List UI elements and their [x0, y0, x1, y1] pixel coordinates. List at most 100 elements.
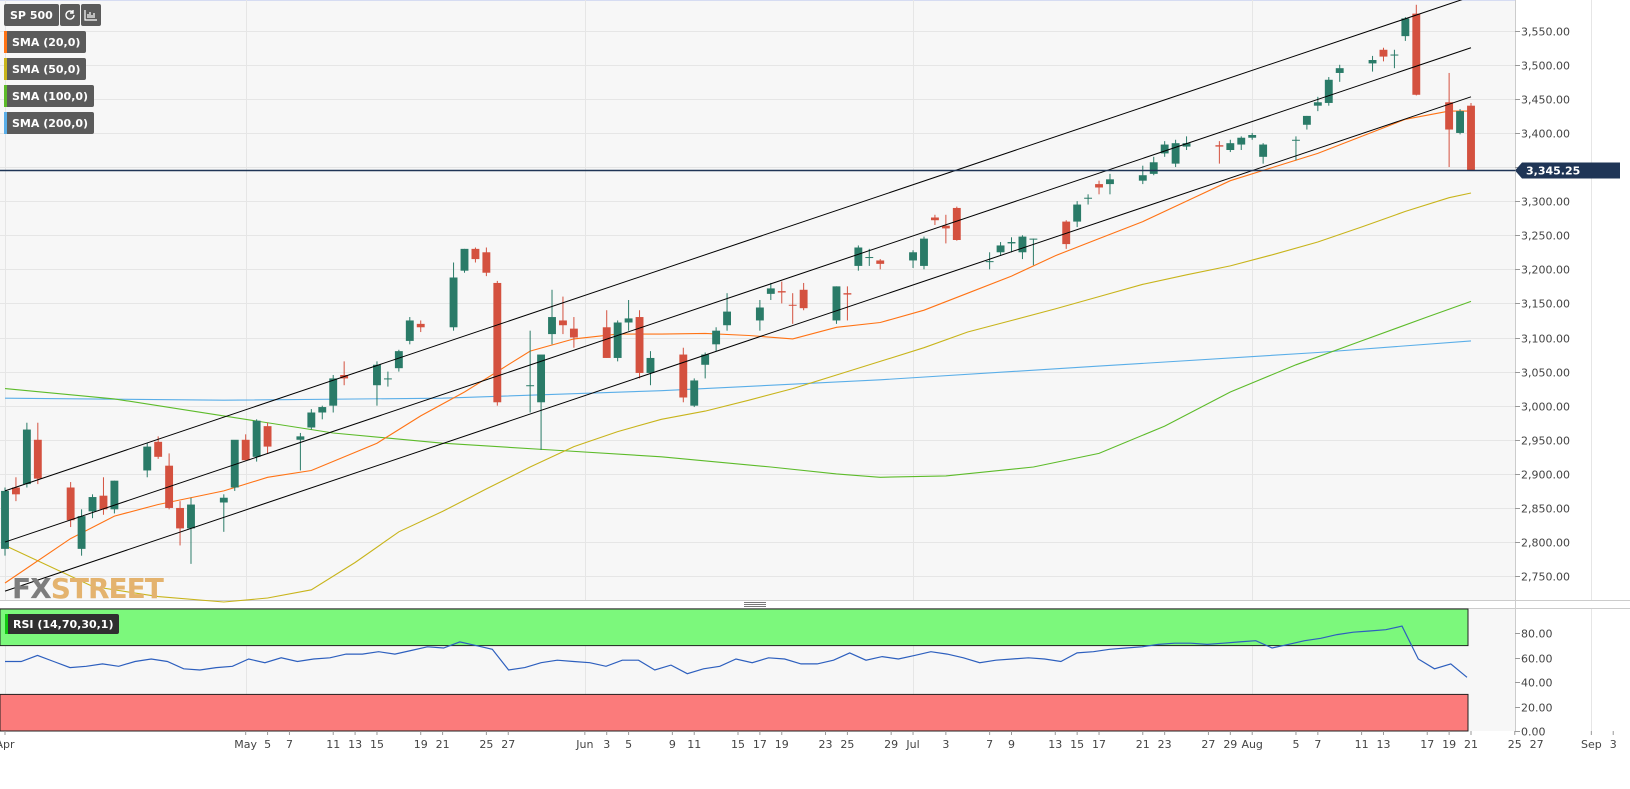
candle-up: [1, 490, 9, 549]
y-tick-label: 3,300.00: [1521, 196, 1570, 209]
candle-up: [1390, 54, 1399, 56]
rsi-line: [5, 625, 1468, 678]
sma-50-line: [4, 192, 1472, 603]
y-tick-label: 3,100.00: [1521, 333, 1570, 346]
sma-100-line: [4, 300, 1472, 478]
y-tick-label: 2,750.00: [1521, 571, 1570, 584]
y-tick-label: 3,200.00: [1521, 264, 1570, 277]
x-tick-label: 25: [479, 738, 493, 751]
candle-down: [471, 248, 480, 260]
x-tick-label: 21: [1464, 738, 1478, 751]
rsi-tick-label: 40.00: [1521, 677, 1553, 690]
candle-down: [33, 439, 42, 479]
candle-down: [176, 507, 184, 529]
logo-part-street: STREET: [50, 572, 164, 605]
rsi-legend[interactable]: RSI (14,70,30,1): [5, 614, 120, 634]
candle-up: [985, 261, 994, 263]
x-tick-label: 13: [1048, 738, 1062, 751]
symbol-label[interactable]: SP 500: [4, 4, 59, 26]
sma-200-label: SMA (200,0): [12, 116, 89, 130]
candle-down: [679, 354, 688, 398]
candle-up: [1324, 79, 1333, 103]
candle-up: [296, 436, 305, 440]
candle-down: [843, 293, 852, 295]
candle-down: [559, 320, 567, 326]
candle-down: [1412, 13, 1421, 95]
y-tick-label: 3,550.00: [1521, 26, 1570, 39]
indicators-icon[interactable]: [80, 4, 101, 26]
candle-down: [263, 426, 272, 447]
x-tick-label: 19: [414, 738, 428, 751]
candle-up: [537, 354, 546, 403]
candle-up: [832, 286, 841, 321]
candle-up: [755, 307, 764, 321]
candle-up: [548, 317, 556, 335]
candle-up: [460, 248, 469, 271]
candle-up: [383, 378, 392, 380]
pane-resize-handle[interactable]: [744, 602, 766, 608]
price-axis-background: [1515, 0, 1630, 600]
candle-up: [1401, 18, 1410, 37]
candle-up: [865, 257, 874, 259]
candle-up: [187, 504, 195, 529]
y-tick-label: 2,900.00: [1521, 469, 1570, 482]
x-tick-label: 27: [1201, 738, 1215, 751]
candle-up: [1302, 115, 1311, 125]
candle-down: [952, 207, 961, 240]
x-tick-label: Apr: [0, 738, 15, 751]
x-tick-label: Aug: [1241, 738, 1262, 751]
candle-up: [1106, 179, 1114, 185]
x-tick-label: 27: [1530, 738, 1544, 751]
y-tick-label: 3,150.00: [1521, 298, 1570, 311]
x-tick-label: 17: [1420, 738, 1434, 751]
symbol-row: SP 500: [4, 4, 101, 26]
y-tick-label: 3,450.00: [1521, 94, 1570, 107]
sma-50-swatch: [4, 58, 7, 80]
current-price-label: 3,345.25: [1526, 165, 1580, 178]
candle-down: [493, 282, 502, 403]
rsi-tick-label: 60.00: [1521, 653, 1553, 666]
x-tick-label: 9: [669, 738, 676, 751]
logo-part-fx: FX: [12, 572, 52, 605]
x-tick-label: 17: [1092, 738, 1106, 751]
candle-up: [318, 407, 327, 413]
candle-up: [22, 429, 31, 485]
y-tick-label: 3,400.00: [1521, 128, 1570, 141]
current-price-tag: [1515, 162, 1620, 179]
x-tick-label: 17: [753, 738, 767, 751]
fxstreet-logo: FXSTREET: [12, 572, 164, 605]
sma-50-row[interactable]: SMA (50,0): [4, 58, 101, 80]
candle-up: [394, 351, 403, 369]
x-tick-label: 21: [1136, 738, 1150, 751]
sma-100-row[interactable]: SMA (100,0): [4, 85, 101, 107]
x-tick-label: 5: [264, 738, 271, 751]
refresh-icon[interactable]: [59, 4, 80, 26]
x-tick-label: 23: [819, 738, 833, 751]
rsi-oversold-zone: [0, 693, 1469, 732]
sma-20-row[interactable]: SMA (20,0): [4, 31, 101, 53]
candle-down: [99, 495, 108, 510]
x-tick-label: 21: [436, 738, 450, 751]
candle-down: [12, 487, 20, 495]
candle-up: [1149, 162, 1158, 174]
candle-up: [646, 357, 655, 373]
x-tick-label: May: [234, 738, 257, 751]
candle-up: [613, 322, 622, 358]
price-pane-background: [0, 0, 1515, 600]
trend-channel-line: [4, 96, 1472, 592]
sma-200-row[interactable]: SMA (200,0): [4, 112, 101, 134]
y-tick-label: 3,050.00: [1521, 367, 1570, 380]
candle-up: [624, 318, 633, 323]
x-tick-label: 9: [1008, 738, 1015, 751]
x-tick-label: 15: [1070, 738, 1084, 751]
candle-down: [416, 323, 425, 328]
candle-up: [230, 439, 239, 488]
candle-up: [1138, 175, 1147, 181]
x-axis: Apr May 5 7 11 13 15 19 21 25 27 Jun 3 5 9 11 15 17 19 23 25…: [0, 731, 1617, 751]
candle-up: [526, 385, 535, 387]
candle-up: [373, 364, 381, 386]
x-tick-label: 23: [1158, 738, 1172, 751]
x-tick-label: 3: [603, 738, 610, 751]
candle-up: [449, 277, 458, 328]
